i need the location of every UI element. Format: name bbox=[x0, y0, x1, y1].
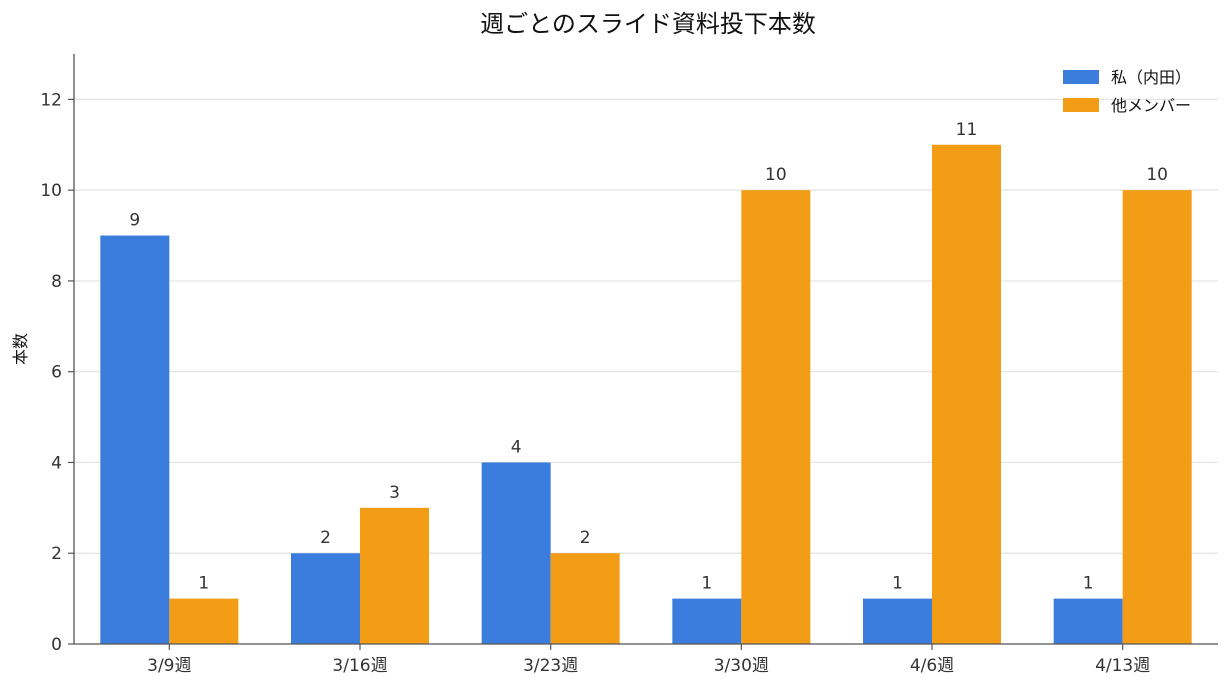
y-tick-label: 10 bbox=[40, 181, 62, 201]
x-tick-label: 4/6週 bbox=[910, 656, 954, 676]
legend-label: 他メンバー bbox=[1111, 96, 1191, 115]
bar-series-1 bbox=[1053, 598, 1123, 644]
gridlines bbox=[74, 98, 1218, 554]
data-label: 10 bbox=[1146, 165, 1168, 185]
legend-label: 私（内田） bbox=[1111, 68, 1191, 87]
data-label: 4 bbox=[511, 437, 522, 457]
data-label: 2 bbox=[320, 528, 331, 548]
bar-series-2 bbox=[360, 507, 429, 644]
data-label: 3 bbox=[389, 483, 400, 503]
data-label: 1 bbox=[701, 574, 712, 594]
bar-series-1 bbox=[863, 598, 932, 644]
x-tick-label: 3/16週 bbox=[332, 656, 387, 676]
data-label: 9 bbox=[129, 211, 140, 231]
bar-series-2 bbox=[741, 190, 811, 644]
legend-swatch bbox=[1063, 70, 1099, 84]
y-tick-label: 2 bbox=[51, 544, 62, 564]
bar-series-2 bbox=[169, 598, 239, 644]
y-tick-label: 4 bbox=[51, 453, 62, 473]
y-axis-title: 本数 bbox=[11, 333, 30, 365]
y-tick-label: 0 bbox=[51, 635, 62, 655]
data-label: 10 bbox=[765, 165, 787, 185]
data-label: 11 bbox=[956, 120, 978, 140]
legend-swatch bbox=[1063, 98, 1099, 112]
x-tick-label: 3/30週 bbox=[714, 656, 769, 676]
bar-series-1 bbox=[481, 462, 551, 644]
y-tick-label: 6 bbox=[51, 363, 62, 383]
data-label: 2 bbox=[580, 528, 591, 548]
bar-series-2 bbox=[1122, 190, 1192, 644]
bars bbox=[100, 144, 1192, 645]
data-label: 1 bbox=[1083, 574, 1094, 594]
data-label: 1 bbox=[198, 574, 209, 594]
bar-series-1 bbox=[291, 553, 360, 644]
bar-series-2 bbox=[932, 144, 1001, 644]
y-tick-label: 12 bbox=[40, 90, 62, 110]
bar-series-1 bbox=[672, 598, 742, 644]
bar-series-2 bbox=[550, 553, 620, 644]
bar-series-1 bbox=[100, 235, 170, 645]
data-label: 1 bbox=[892, 574, 903, 594]
chart-title: 週ごとのスライド資料投下本数 bbox=[480, 10, 816, 38]
x-tick-label: 4/13週 bbox=[1095, 656, 1150, 676]
x-tick-label: 3/23週 bbox=[523, 656, 578, 676]
legend: 私（内田） 他メンバー bbox=[1063, 68, 1191, 115]
x-tick-label: 3/9週 bbox=[147, 656, 191, 676]
y-tick-label: 8 bbox=[51, 272, 62, 292]
